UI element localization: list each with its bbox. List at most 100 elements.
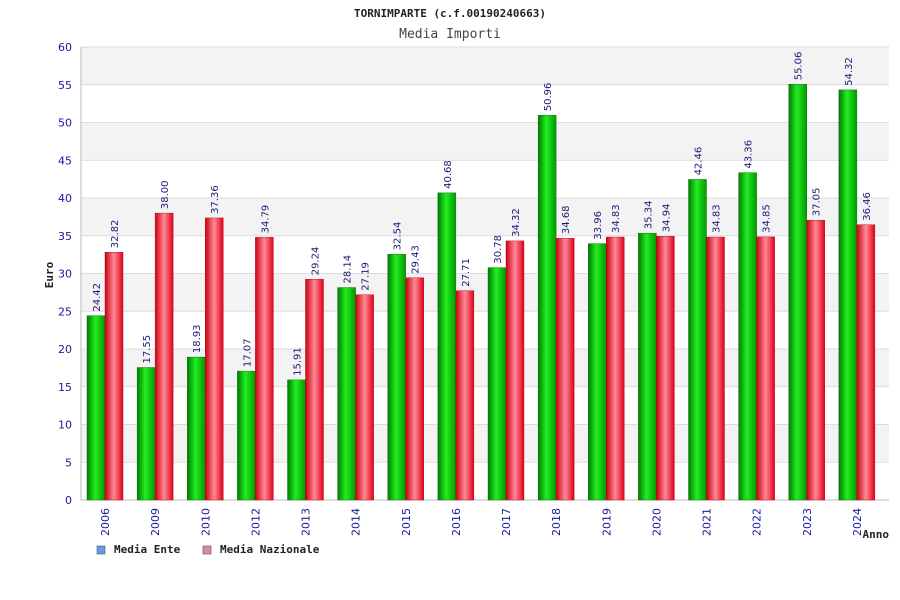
y-axis-label: Euro	[43, 261, 56, 288]
value-label: 34.79	[260, 205, 271, 234]
bar-media-ente-2010	[187, 356, 206, 501]
bar-media-ente-2021	[688, 179, 707, 501]
value-label: 32.82	[110, 220, 121, 249]
legend-swatch-media-nazionale	[202, 545, 212, 555]
value-label: 34.85	[762, 204, 773, 233]
x-tick-label: 2016	[450, 508, 463, 536]
value-label: 17.55	[142, 335, 153, 364]
y-tick-label: 30	[58, 268, 72, 281]
x-tick-label: 2022	[751, 508, 764, 536]
x-tick-label: 2010	[199, 508, 212, 536]
bar-media-ente-2022	[738, 172, 757, 501]
x-tick-label: 2018	[550, 508, 563, 536]
x-tick-label: 2006	[99, 508, 112, 536]
value-label: 15.91	[293, 347, 304, 376]
y-tick-label: 60	[58, 41, 72, 54]
y-tick-label: 5	[65, 456, 72, 469]
bar-media-nazionale-2023	[806, 220, 825, 501]
legend-swatch-media-ente	[96, 545, 106, 555]
y-tick-labels: 0 5 10 15 20 25 30 35 40 45 50 55 60	[58, 41, 72, 507]
value-label: 18.93	[192, 324, 203, 353]
value-label: 36.46	[862, 192, 873, 221]
bar-media-ente-2015	[387, 254, 406, 501]
value-label: 34.83	[712, 204, 723, 233]
y-tick-label: 35	[58, 230, 72, 243]
bar-media-ente-2020	[638, 232, 657, 501]
value-label: 34.68	[561, 206, 572, 235]
x-tick-label: 2017	[500, 508, 513, 536]
value-label: 29.43	[411, 245, 422, 274]
y-tick-label: 50	[58, 117, 72, 130]
plot-band	[81, 122, 889, 161]
bar-media-ente-2016	[437, 192, 457, 501]
value-label: 28.14	[343, 255, 354, 284]
value-label: 32.54	[393, 222, 404, 251]
value-label: 54.32	[844, 57, 855, 86]
value-label: 34.94	[661, 204, 672, 233]
value-label: 27.71	[461, 258, 472, 287]
chart-subtitle: Media Importi	[399, 27, 501, 42]
value-label: 55.06	[794, 52, 805, 81]
y-tick-label: 40	[58, 192, 72, 205]
value-label: 33.96	[593, 211, 604, 240]
legend-label-media-nazionale: Media Nazionale	[220, 543, 320, 556]
value-label: 29.24	[311, 247, 322, 276]
bar-media-nazionale-2017	[505, 240, 525, 501]
x-tick-label: 2024	[851, 508, 864, 536]
bar-media-nazionale-2006	[104, 252, 124, 501]
x-tick-label: 2015	[400, 508, 413, 536]
plot-band	[81, 84, 889, 123]
value-label: 38.00	[160, 180, 171, 209]
value-label: 43.36	[744, 140, 755, 169]
x-tick-label: 2013	[300, 508, 313, 536]
value-label: 34.83	[611, 204, 622, 233]
bar-media-nazionale-2009	[154, 212, 174, 501]
bar-media-ente-2013	[287, 379, 306, 501]
value-label: 17.07	[242, 338, 253, 367]
bar-media-ente-2006	[86, 315, 106, 501]
value-label: 27.19	[361, 262, 372, 291]
y-tick-label: 15	[58, 381, 72, 394]
value-label: 40.68	[443, 160, 454, 189]
bar-media-nazionale-2016	[455, 290, 475, 501]
y-tick-label: 10	[58, 419, 72, 432]
x-tick-label: 2023	[801, 508, 814, 536]
x-tick-label: 2012	[249, 508, 262, 536]
y-tick-label: 0	[65, 494, 72, 507]
legend: Media Ente Media Nazionale	[96, 543, 320, 556]
chart-title: TORNIMPARTE (c.f.00190240663)	[354, 7, 546, 20]
y-tick-label: 45	[58, 154, 72, 167]
value-label: 30.78	[493, 235, 504, 264]
value-label: 24.42	[92, 283, 103, 312]
y-tick-label: 20	[58, 343, 72, 356]
bar-media-ente-2018	[537, 115, 557, 501]
bar-media-ente-2009	[136, 367, 156, 501]
plot-band	[81, 47, 889, 85]
bar-media-nazionale-2010	[205, 217, 224, 501]
plot-band	[81, 160, 889, 198]
value-labels: 24.42 32.82 17.55 38.00 18.93 37.36 17.07 34.79…	[92, 52, 873, 376]
value-label: 34.32	[511, 208, 522, 237]
bar-media-nazionale-2013	[305, 279, 324, 501]
bar-media-ente-2019	[588, 243, 607, 501]
bar-media-nazionale-2018	[555, 237, 575, 501]
bar-media-nazionale-2024	[856, 224, 876, 501]
bar-media-ente-2023	[788, 84, 807, 501]
bar-media-nazionale-2021	[706, 236, 725, 501]
bar-media-ente-2024	[838, 89, 858, 501]
bar-media-ente-2017	[487, 267, 507, 501]
x-tick-label: 2019	[600, 508, 613, 536]
bar-media-nazionale-2014	[355, 294, 374, 501]
bar-media-ente-2014	[337, 287, 356, 501]
value-label: 37.05	[812, 188, 823, 217]
x-tick-label: 2014	[350, 508, 363, 536]
bar-media-nazionale-2020	[656, 236, 675, 501]
bars	[86, 84, 876, 501]
bar-media-ente-2012	[237, 370, 256, 501]
bar-media-nazionale-2012	[255, 237, 274, 501]
x-tick-label: 2021	[701, 508, 714, 536]
value-label: 35.34	[643, 201, 654, 230]
bar-media-nazionale-2015	[405, 277, 424, 501]
y-tick-label: 55	[58, 79, 72, 92]
